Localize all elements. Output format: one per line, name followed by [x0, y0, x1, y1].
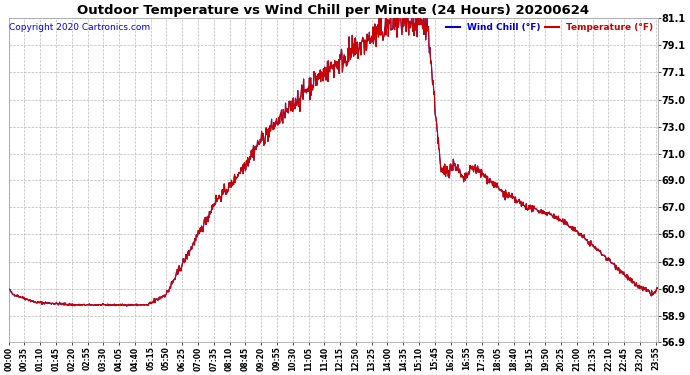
- Title: Outdoor Temperature vs Wind Chill per Minute (24 Hours) 20200624: Outdoor Temperature vs Wind Chill per Mi…: [77, 4, 589, 17]
- Legend: Wind Chill (°F), Temperature (°F): Wind Chill (°F), Temperature (°F): [446, 23, 653, 32]
- Text: Copyright 2020 Cartronics.com: Copyright 2020 Cartronics.com: [10, 23, 150, 32]
